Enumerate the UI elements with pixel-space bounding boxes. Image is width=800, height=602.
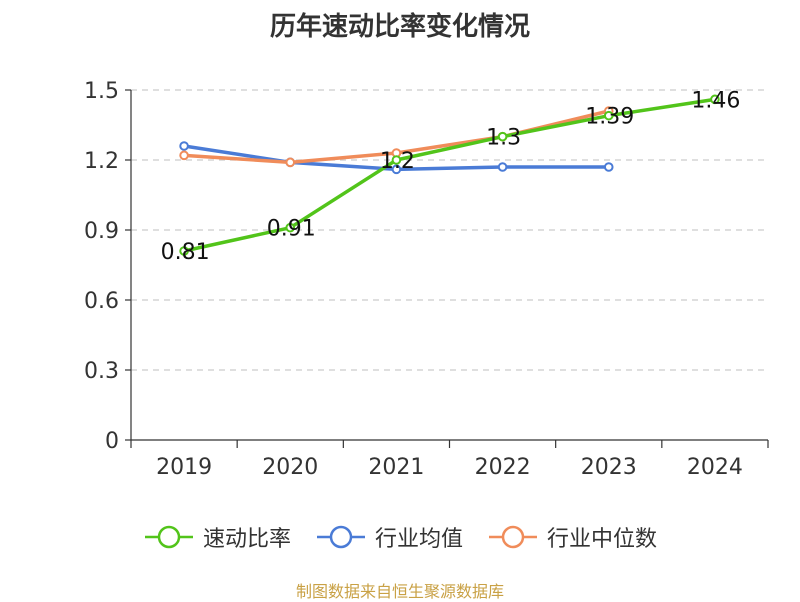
data-point: [603, 162, 614, 172]
data-point: [285, 222, 296, 233]
axis-layer: 0 0.3 0.6 0.9 1.2 1.5 2019 2020 2021 2022 2023 2024: [84, 79, 769, 480]
x-tick-label: 2023: [581, 455, 637, 480]
data-point: [497, 131, 508, 142]
x-tick-label: 2024: [687, 455, 743, 480]
data-label: 0.91: [267, 217, 316, 242]
data-point: [179, 141, 189, 151]
legend-marker-icon: [144, 525, 193, 549]
x-tick-label: 2019: [156, 455, 212, 480]
grid-layer: [131, 89, 768, 371]
data-point: [391, 155, 402, 165]
x-tick-label: 2020: [262, 455, 318, 480]
data-label: 1.46: [691, 88, 740, 113]
data-point: [179, 150, 189, 161]
legend-circle: [157, 525, 181, 549]
data-label: 1.2: [380, 149, 415, 174]
legend-circle: [329, 525, 353, 549]
legend-label: 行业均值: [374, 527, 463, 552]
data-point: [179, 246, 189, 256]
data-point: [285, 157, 296, 168]
data-label: 1.39: [585, 105, 634, 130]
data-point: [603, 110, 614, 121]
legend-label: 行业中位数: [547, 527, 658, 552]
y-tick-label: 0.3: [84, 359, 119, 384]
label-layer: 0.81 0.91 1.2 1.3 1.39 1.46: [161, 88, 741, 265]
data-label: 0.81: [161, 240, 210, 265]
legend-item[interactable]: 速动比率: [143, 521, 291, 553]
y-tick-label: 1.2: [84, 149, 119, 174]
legend-circle: [501, 525, 525, 549]
series-layer: [179, 94, 720, 256]
legend-marker-icon: [316, 525, 365, 549]
legend-label: 速动比率: [202, 527, 291, 552]
legend-marker-icon: [489, 525, 537, 549]
y-tick-label: 1.5: [84, 79, 119, 104]
legend: 速动比率 行业均值 行业中位数: [0, 521, 800, 553]
data-point: [710, 94, 720, 105]
series-line: [182, 97, 717, 253]
x-tick-label: 2021: [368, 455, 424, 480]
source-note: 制图数据来自恒生聚源数据库: [295, 582, 504, 601]
data-label: 1.3: [486, 126, 521, 151]
legend-item[interactable]: 行业均值: [315, 521, 463, 553]
data-point: [391, 164, 402, 175]
x-tick-label: 2022: [475, 455, 531, 480]
data-point: [497, 162, 508, 172]
y-tick-label: 0.6: [84, 289, 119, 314]
y-tick-label: 0: [105, 429, 119, 454]
chart-title: 历年速动比率变化情况: [269, 12, 530, 42]
legend-item[interactable]: 行业中位数: [487, 521, 657, 553]
y-tick-label: 0.9: [84, 219, 119, 244]
